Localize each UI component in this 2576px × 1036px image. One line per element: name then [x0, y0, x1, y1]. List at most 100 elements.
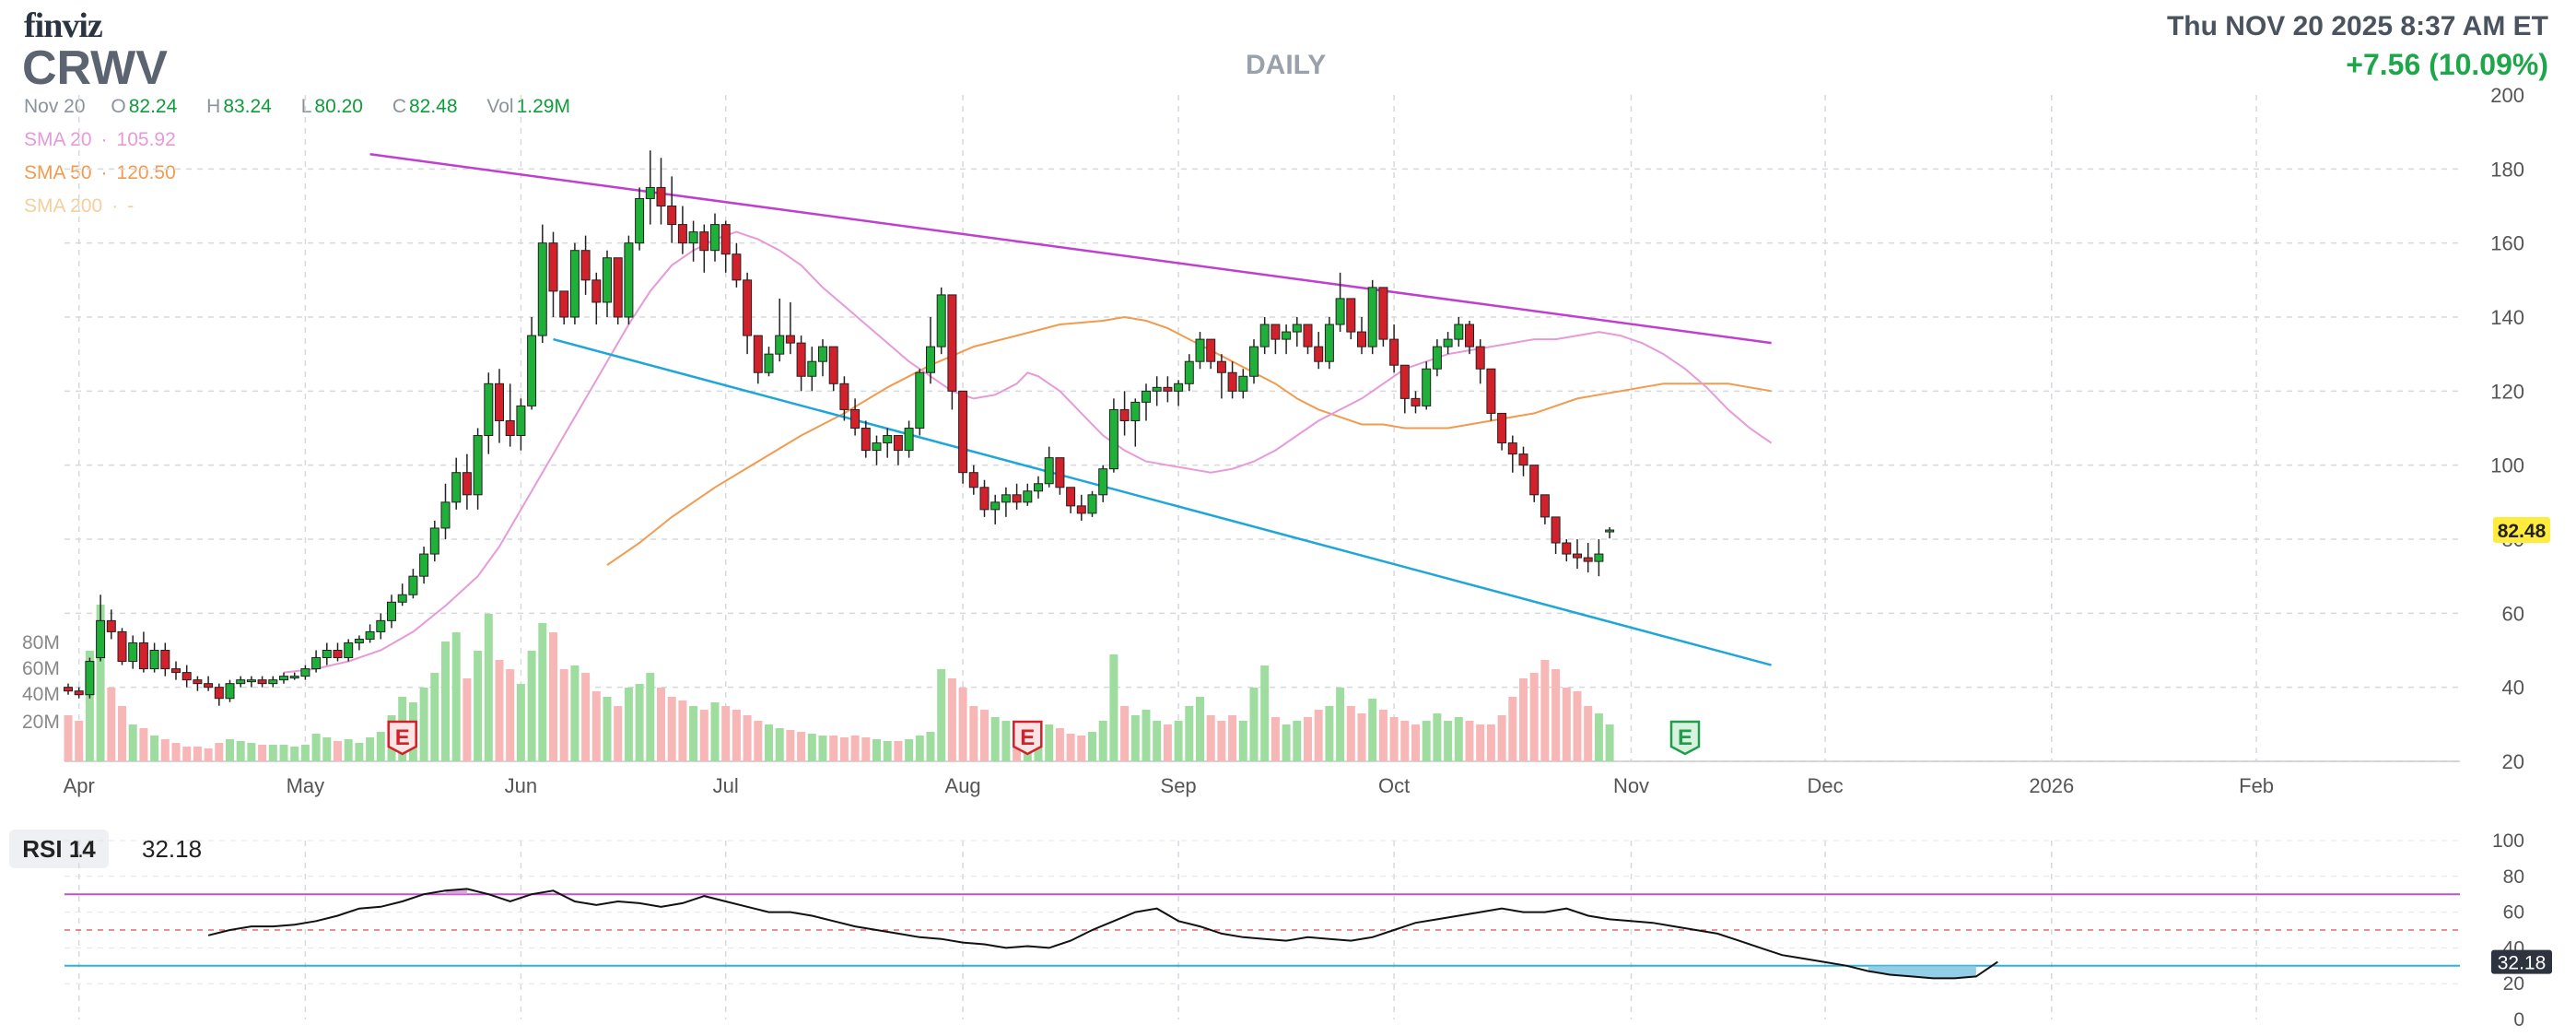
candle — [1594, 539, 1604, 577]
candle — [603, 250, 612, 317]
date-tick-label: Aug — [945, 774, 981, 797]
candle — [257, 676, 267, 688]
candle — [246, 676, 256, 688]
candle-body — [1034, 483, 1043, 492]
candle-body — [462, 472, 472, 496]
candle — [990, 494, 1001, 524]
candle — [1507, 435, 1517, 473]
candle-body — [872, 442, 882, 452]
volume-bar — [807, 734, 816, 761]
candle — [753, 335, 763, 384]
volume-bar — [107, 688, 116, 761]
candle-body — [796, 342, 806, 377]
volume-bar — [1228, 715, 1237, 761]
candle — [1012, 483, 1022, 510]
candle-body — [1130, 401, 1141, 421]
rsi-value-tag — [2491, 949, 2552, 974]
candle-body — [732, 253, 742, 281]
volume-bar — [139, 728, 148, 761]
volume-bar — [570, 665, 580, 761]
candle-body — [1594, 553, 1604, 562]
candle-body — [354, 638, 364, 643]
candle-body — [613, 257, 623, 318]
candle — [861, 420, 871, 458]
rsi-oversold-fill — [1868, 965, 1976, 979]
volume-bar — [538, 623, 547, 761]
candle-body — [699, 231, 709, 252]
volume-bar — [1098, 721, 1107, 761]
candle — [1249, 339, 1259, 384]
candle-body — [710, 224, 720, 252]
sma-20-legend[interactable]: SMA 20 · 105.92 — [24, 129, 176, 150]
rsi-indicator-label[interactable]: RSI 14 — [9, 830, 109, 868]
candle-body — [181, 672, 192, 681]
volume-bar — [1529, 673, 1539, 761]
candle — [236, 676, 246, 688]
finviz-logo[interactable]: finviz — [24, 6, 103, 45]
candle-body — [580, 250, 591, 281]
volume-bar — [311, 734, 321, 761]
volume-bar — [1196, 697, 1204, 761]
volume-bar — [366, 737, 375, 761]
volume-bar — [1293, 721, 1302, 761]
candle-body — [968, 472, 978, 489]
candle-body — [720, 224, 731, 255]
candle-body — [1475, 346, 1485, 370]
candle — [397, 583, 407, 606]
candle-body — [236, 679, 246, 685]
candle-body — [1259, 324, 1270, 347]
candle — [1551, 516, 1561, 555]
candle — [225, 679, 235, 702]
volume-bar — [1088, 732, 1096, 761]
volume-bar — [581, 673, 591, 761]
candle — [1454, 317, 1464, 347]
volume-bar — [1378, 710, 1388, 761]
volume-bar — [204, 748, 213, 761]
volume-bar — [1573, 691, 1582, 761]
sma-200-legend[interactable]: SMA 200 · - — [24, 195, 135, 217]
volume-bar — [1605, 724, 1614, 761]
candle-body — [591, 279, 602, 303]
candle — [569, 242, 580, 325]
candle-body — [505, 419, 515, 437]
candle — [1034, 476, 1043, 499]
candle-body — [764, 353, 774, 373]
volume-bar — [290, 747, 299, 761]
volume-bar — [839, 737, 849, 761]
candle-body — [1389, 338, 1399, 366]
candle — [408, 569, 418, 599]
candle — [1303, 324, 1313, 355]
candle-body — [645, 186, 655, 199]
volume-bar — [678, 700, 687, 761]
candle-body — [1422, 368, 1432, 406]
volume-bar — [1346, 706, 1355, 761]
volume-bar — [667, 697, 676, 761]
date-tick-label: Apr — [64, 774, 95, 797]
candle — [1055, 457, 1065, 495]
sma-20-value: 105.92 — [116, 129, 176, 150]
rsi-value-tag-text: 32.18 — [2498, 953, 2547, 974]
candle — [387, 595, 396, 629]
volume-bar — [624, 688, 633, 761]
trendlines — [369, 153, 1772, 666]
low-value: 80.20 — [314, 96, 363, 117]
volume-bar — [754, 721, 763, 761]
price-tick-label: 140 — [2490, 306, 2524, 329]
open-label: O — [111, 96, 126, 117]
candle-body — [419, 553, 429, 577]
candle — [289, 672, 299, 680]
candle — [1184, 354, 1194, 392]
volume-bar — [969, 706, 978, 761]
candle — [516, 398, 526, 451]
candle-body — [1399, 364, 1410, 399]
sma-50-legend[interactable]: SMA 50 · 120.50 — [24, 162, 176, 183]
candle-body — [1076, 505, 1086, 514]
candle-body — [300, 668, 310, 677]
candle — [1367, 279, 1377, 355]
volume-bar — [1584, 706, 1593, 761]
candle-body — [138, 642, 148, 670]
volume-tick-label: 80M — [22, 632, 60, 653]
candle — [64, 683, 73, 695]
